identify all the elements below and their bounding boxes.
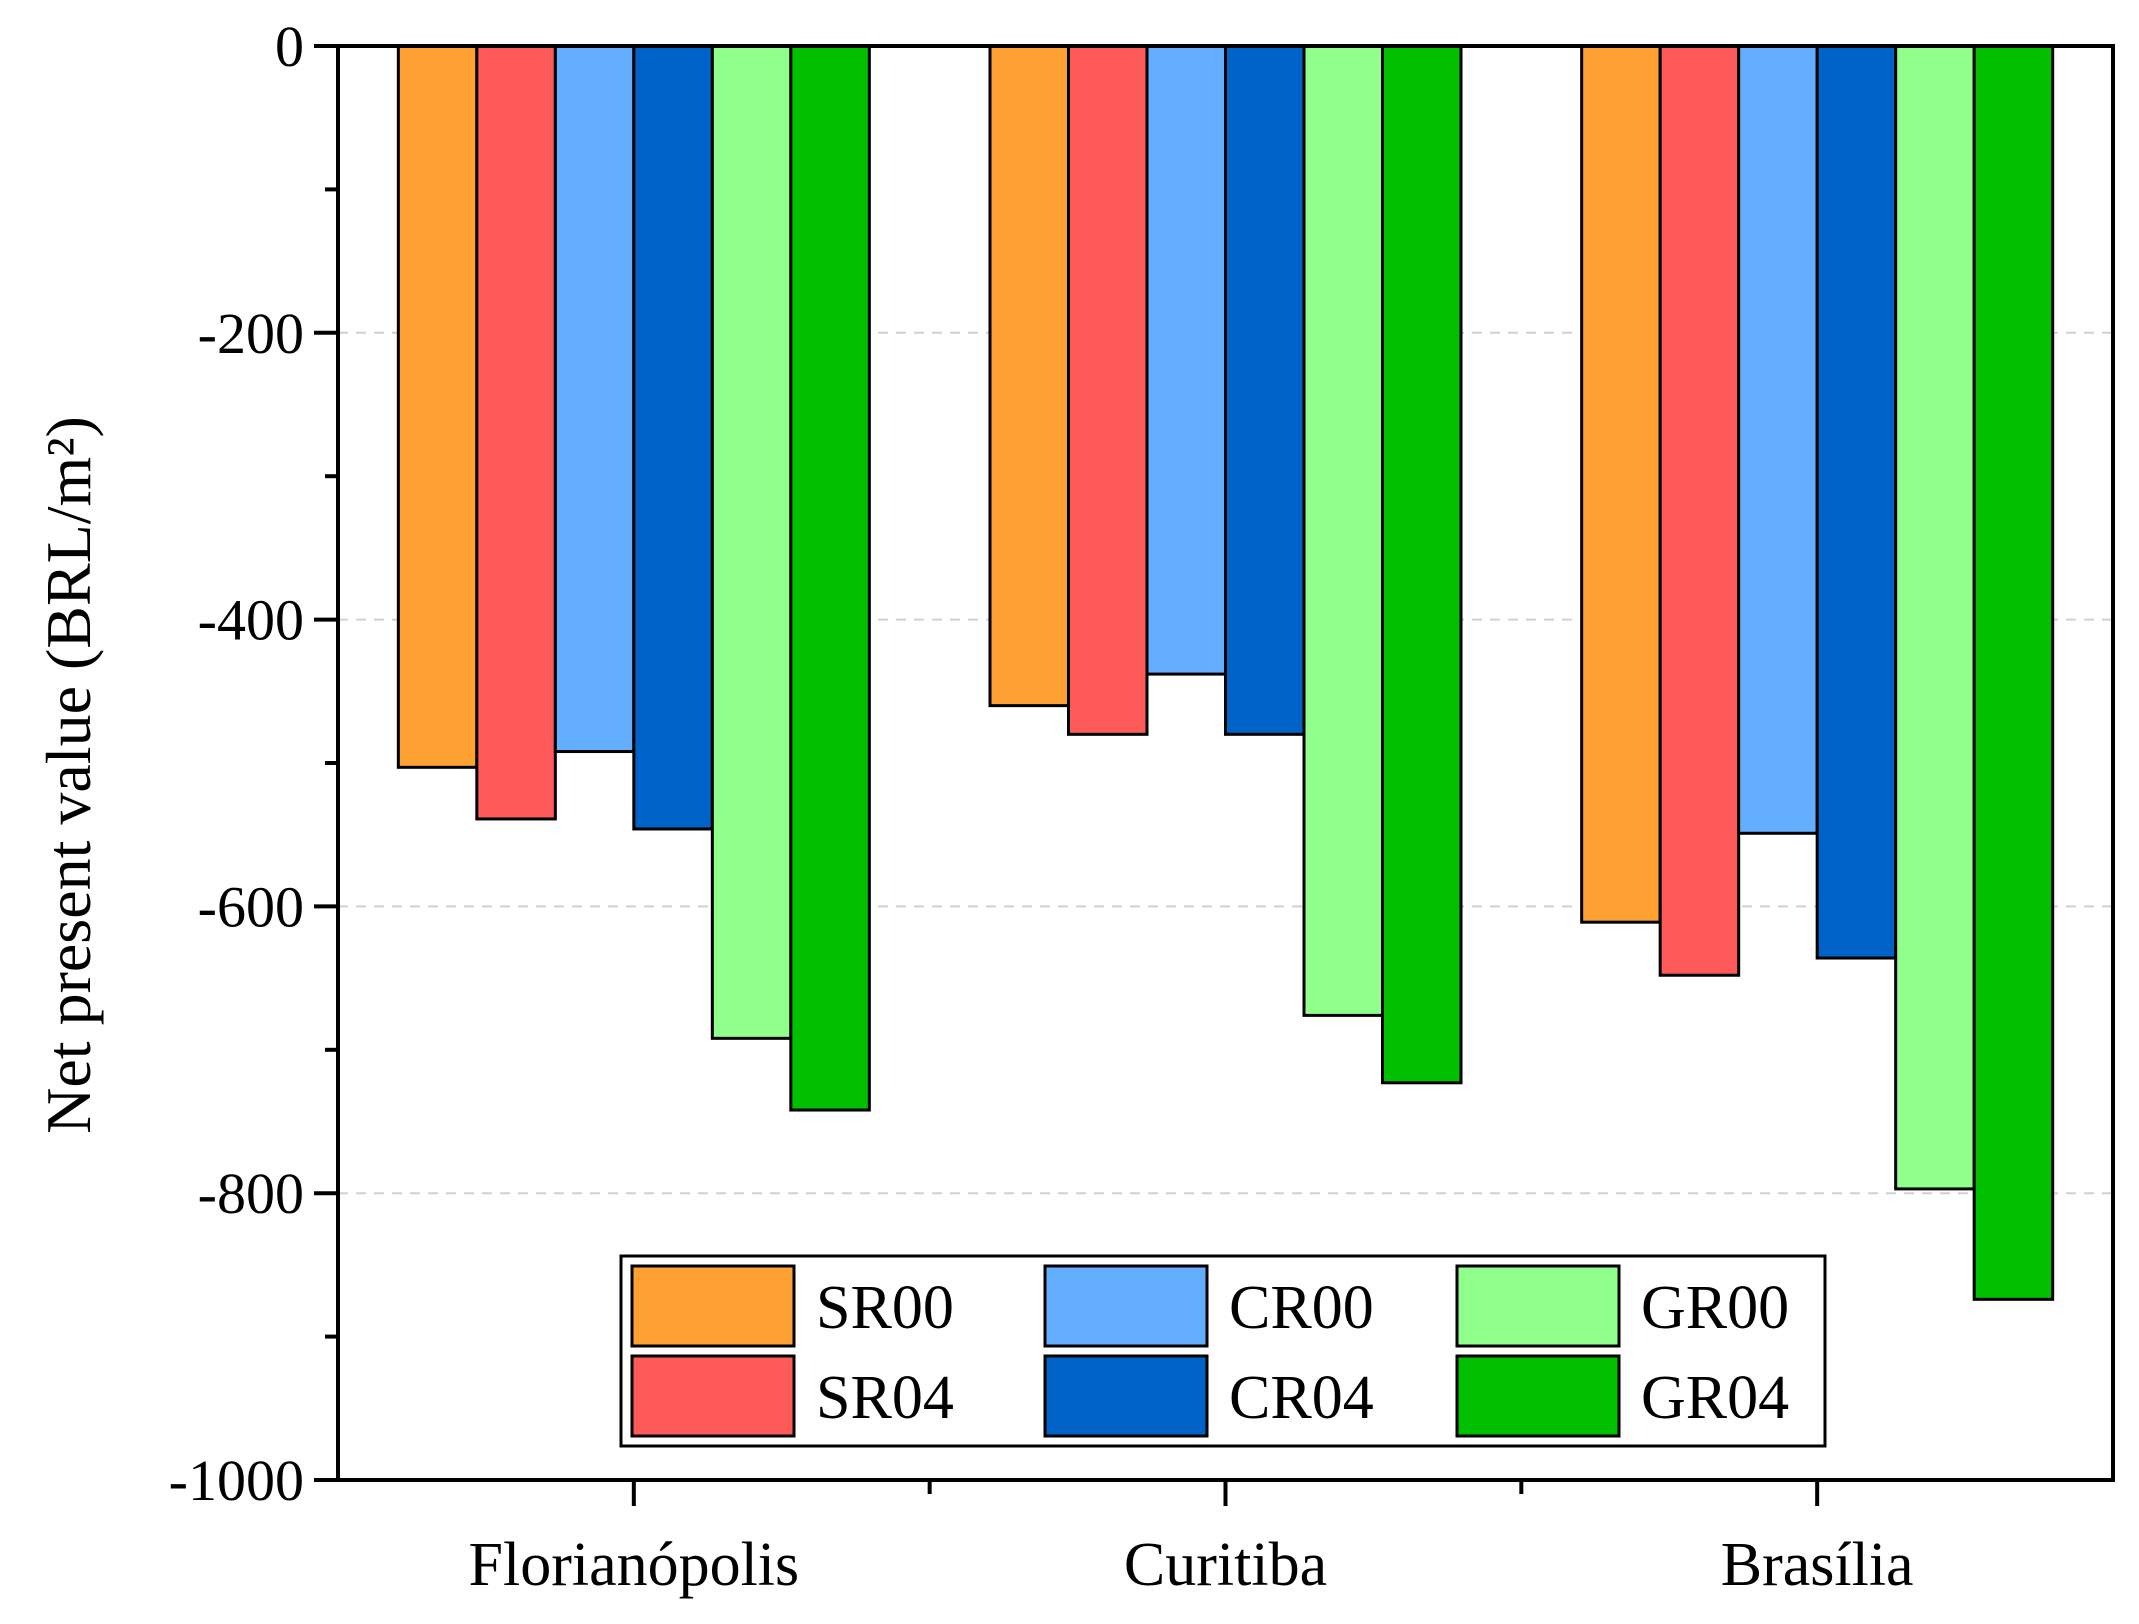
y-tick-label-1: -200: [198, 301, 304, 366]
legend-label-gr04: GR04: [1641, 1364, 1789, 1432]
legend-swatch-gr04: [1455, 1354, 1621, 1438]
legend-label-sr04: SR04: [816, 1364, 954, 1432]
x-category-label-0: Florianópolis: [468, 1531, 799, 1599]
y-tick-label-0: 0: [275, 14, 304, 79]
bar-cr00-0: [553, 44, 636, 754]
bar-gr00-0: [710, 44, 793, 1040]
bar-cr00-2: [1737, 44, 1819, 835]
legend: SR00 CR00 GR00 SR04 CR04 GR04: [619, 1254, 1827, 1448]
bar-gr04-2: [1972, 44, 2055, 1301]
legend-label-cr00: CR00: [1229, 1274, 1374, 1342]
legend-label-gr00: GR00: [1641, 1274, 1789, 1342]
bars: [396, 44, 2055, 1301]
legend-swatch-cr00: [1043, 1264, 1209, 1348]
ticks: 0 -200 -400 -600 -800 -1000 Florianópolis Curit…: [169, 14, 1914, 1599]
legend-swatch-gr00: [1455, 1264, 1621, 1348]
x-category-label-1: Curitiba: [1124, 1531, 1327, 1599]
bar-sr04-2: [1658, 44, 1741, 977]
bar-cr04-2: [1815, 44, 1898, 960]
bar-sr00-1: [988, 44, 1070, 708]
legend-label-sr00: SR00: [816, 1274, 954, 1342]
bar-gr04-1: [1381, 44, 1463, 1085]
legend-box: [619, 1254, 1827, 1448]
y-tick-label-3: -600: [198, 874, 304, 939]
legend-swatch-sr04: [630, 1354, 796, 1438]
bar-cr00-1: [1145, 44, 1227, 676]
bar-sr04-0: [475, 44, 557, 821]
y-tick-label-5: -1000: [169, 1448, 304, 1513]
y-tick-label-2: -400: [198, 588, 304, 653]
bar-gr00-2: [1894, 44, 1976, 1191]
bar-sr00-2: [1580, 44, 1662, 924]
legend-swatch-sr00: [630, 1264, 796, 1348]
y-tick-label-4: -800: [198, 1161, 304, 1226]
bar-sr00-0: [396, 44, 479, 769]
legend-label-cr04: CR04: [1229, 1364, 1374, 1432]
bar-cr04-1: [1224, 44, 1306, 736]
x-category-label-2: Brasília: [1721, 1531, 1914, 1599]
bar-cr04-0: [632, 44, 714, 831]
bar-sr04-1: [1067, 44, 1149, 736]
y-axis-title: Net present value (BRL/m²): [33, 416, 104, 1134]
legend-swatch-cr04: [1043, 1354, 1209, 1438]
bar-gr00-1: [1302, 44, 1384, 1017]
bar-gr04-0: [789, 44, 871, 1112]
